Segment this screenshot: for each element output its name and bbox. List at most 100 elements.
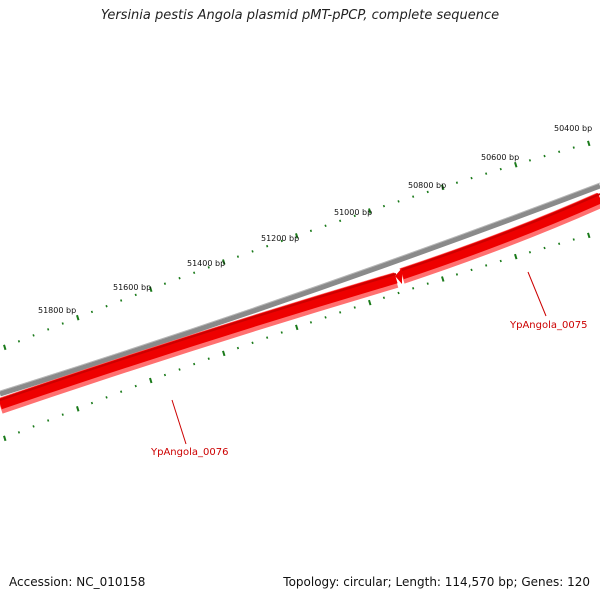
outer-minor-tick [397, 200, 400, 203]
bp-label-50800: 50800 bp [408, 181, 446, 190]
outer-major-tick [441, 184, 445, 191]
outer-minor-tick [178, 276, 181, 280]
inner-minor-tick [251, 341, 254, 345]
inner-major-tick [3, 435, 7, 442]
outer-major-tick [76, 314, 80, 321]
bp-label-51600: 51600 bp [113, 283, 151, 292]
gene-leader-0076 [171, 399, 187, 445]
inner-major-tick [441, 276, 445, 282]
inner-minor-tick [397, 291, 400, 295]
inner-minor-tick [178, 368, 181, 371]
map-title: Yersinia pestis Angola plasmid pMT-pPCP,… [100, 8, 500, 23]
outer-minor-tick [90, 310, 94, 314]
inner-major-tick [587, 232, 591, 239]
outer-minor-tick [251, 250, 254, 253]
outer-tick-track [3, 140, 591, 351]
inner-major-tick [76, 406, 80, 412]
inner-minor-tick [499, 259, 502, 263]
topology-info: Topology: circular; Length: 114,570 bp; … [283, 575, 590, 589]
accession-text: Accession: NC_010158 [9, 575, 146, 589]
gene-label-0076: YpAngola_0076 [150, 447, 228, 458]
inner-minor-tick [485, 264, 488, 267]
inner-tick-track [3, 232, 591, 442]
outer-major-tick [149, 286, 153, 293]
bp-label-51000: 51000 bp [334, 208, 372, 217]
inner-minor-tick [105, 396, 108, 399]
inner-minor-tick [134, 384, 137, 388]
inner-minor-tick [280, 331, 283, 334]
bp-label-51400: 51400 bp [187, 259, 225, 268]
outer-minor-tick [572, 146, 575, 149]
inner-minor-tick [528, 250, 532, 254]
outer-minor-tick [470, 176, 473, 180]
inner-minor-tick [543, 246, 546, 250]
outer-minor-tick [499, 167, 502, 171]
bp-label-51200: 51200 bp [261, 234, 299, 243]
outer-minor-tick [485, 172, 488, 175]
outer-minor-tick [353, 214, 356, 218]
outer-minor-tick [309, 229, 313, 233]
outer-minor-tick [426, 190, 429, 194]
inner-minor-tick [324, 316, 327, 319]
inner-minor-tick [207, 357, 210, 360]
inner-minor-tick [120, 390, 123, 393]
bp-label-51800: 51800 bp [38, 306, 76, 315]
outer-minor-tick [32, 334, 35, 337]
outer-minor-tick [47, 328, 50, 331]
inner-minor-tick [266, 336, 269, 339]
outer-minor-tick [236, 255, 240, 258]
gene-label-0075: YpAngola_0075 [509, 320, 587, 331]
inner-minor-tick [17, 431, 21, 434]
inner-major-tick [295, 324, 299, 331]
inner-minor-tick [455, 273, 459, 276]
outer-minor-tick [105, 304, 108, 308]
outer-minor-tick [266, 244, 269, 248]
gene-ypangola-0075[interactable] [395, 192, 600, 284]
outer-minor-tick [324, 224, 327, 228]
plasmid-backbone-highlight [0, 182, 600, 392]
outer-minor-tick [193, 271, 196, 275]
outer-major-tick [587, 140, 591, 147]
outer-minor-tick [280, 239, 283, 243]
outer-minor-tick [339, 219, 342, 223]
inner-major-tick [149, 377, 153, 384]
outer-major-tick [222, 259, 226, 265]
gene-ypangola-0076[interactable] [0, 272, 399, 414]
inner-minor-tick [353, 306, 356, 309]
bp-scale-labels: 50400 bp 50600 bp 50800 bp 51000 bp 5120… [38, 124, 592, 315]
outer-minor-tick [382, 204, 386, 208]
outer-minor-tick [163, 282, 167, 285]
bp-label-50600: 50600 bp [481, 153, 519, 162]
outer-minor-tick [412, 195, 415, 198]
outer-major-tick [295, 233, 299, 239]
inner-minor-tick [309, 321, 313, 324]
outer-minor-tick [543, 154, 546, 158]
inner-minor-tick [426, 282, 429, 285]
inner-major-tick [514, 253, 518, 260]
gene-arrowhead [395, 268, 402, 284]
outer-minor-tick [120, 299, 123, 302]
outer-minor-tick [207, 266, 210, 269]
outer-minor-tick [528, 159, 532, 162]
inner-minor-tick [236, 346, 240, 350]
inner-minor-tick [572, 238, 575, 241]
inner-minor-tick [382, 296, 386, 300]
inner-major-tick [368, 299, 372, 306]
inner-minor-tick [412, 287, 415, 290]
outer-minor-tick [455, 181, 459, 184]
inner-minor-tick [558, 242, 561, 245]
inner-minor-tick [470, 268, 473, 272]
outer-minor-tick [134, 293, 137, 297]
plasmid-backbone [0, 183, 600, 397]
inner-minor-tick [47, 419, 50, 422]
inner-minor-tick [90, 401, 94, 405]
inner-minor-tick [163, 373, 167, 377]
inner-major-tick [222, 350, 226, 357]
outer-minor-tick [61, 322, 64, 325]
bp-label-50400: 50400 bp [554, 124, 592, 133]
outer-major-tick [3, 344, 7, 351]
gene-leader-0075 [527, 271, 547, 317]
outer-major-tick [514, 161, 518, 168]
inner-minor-tick [193, 362, 196, 366]
